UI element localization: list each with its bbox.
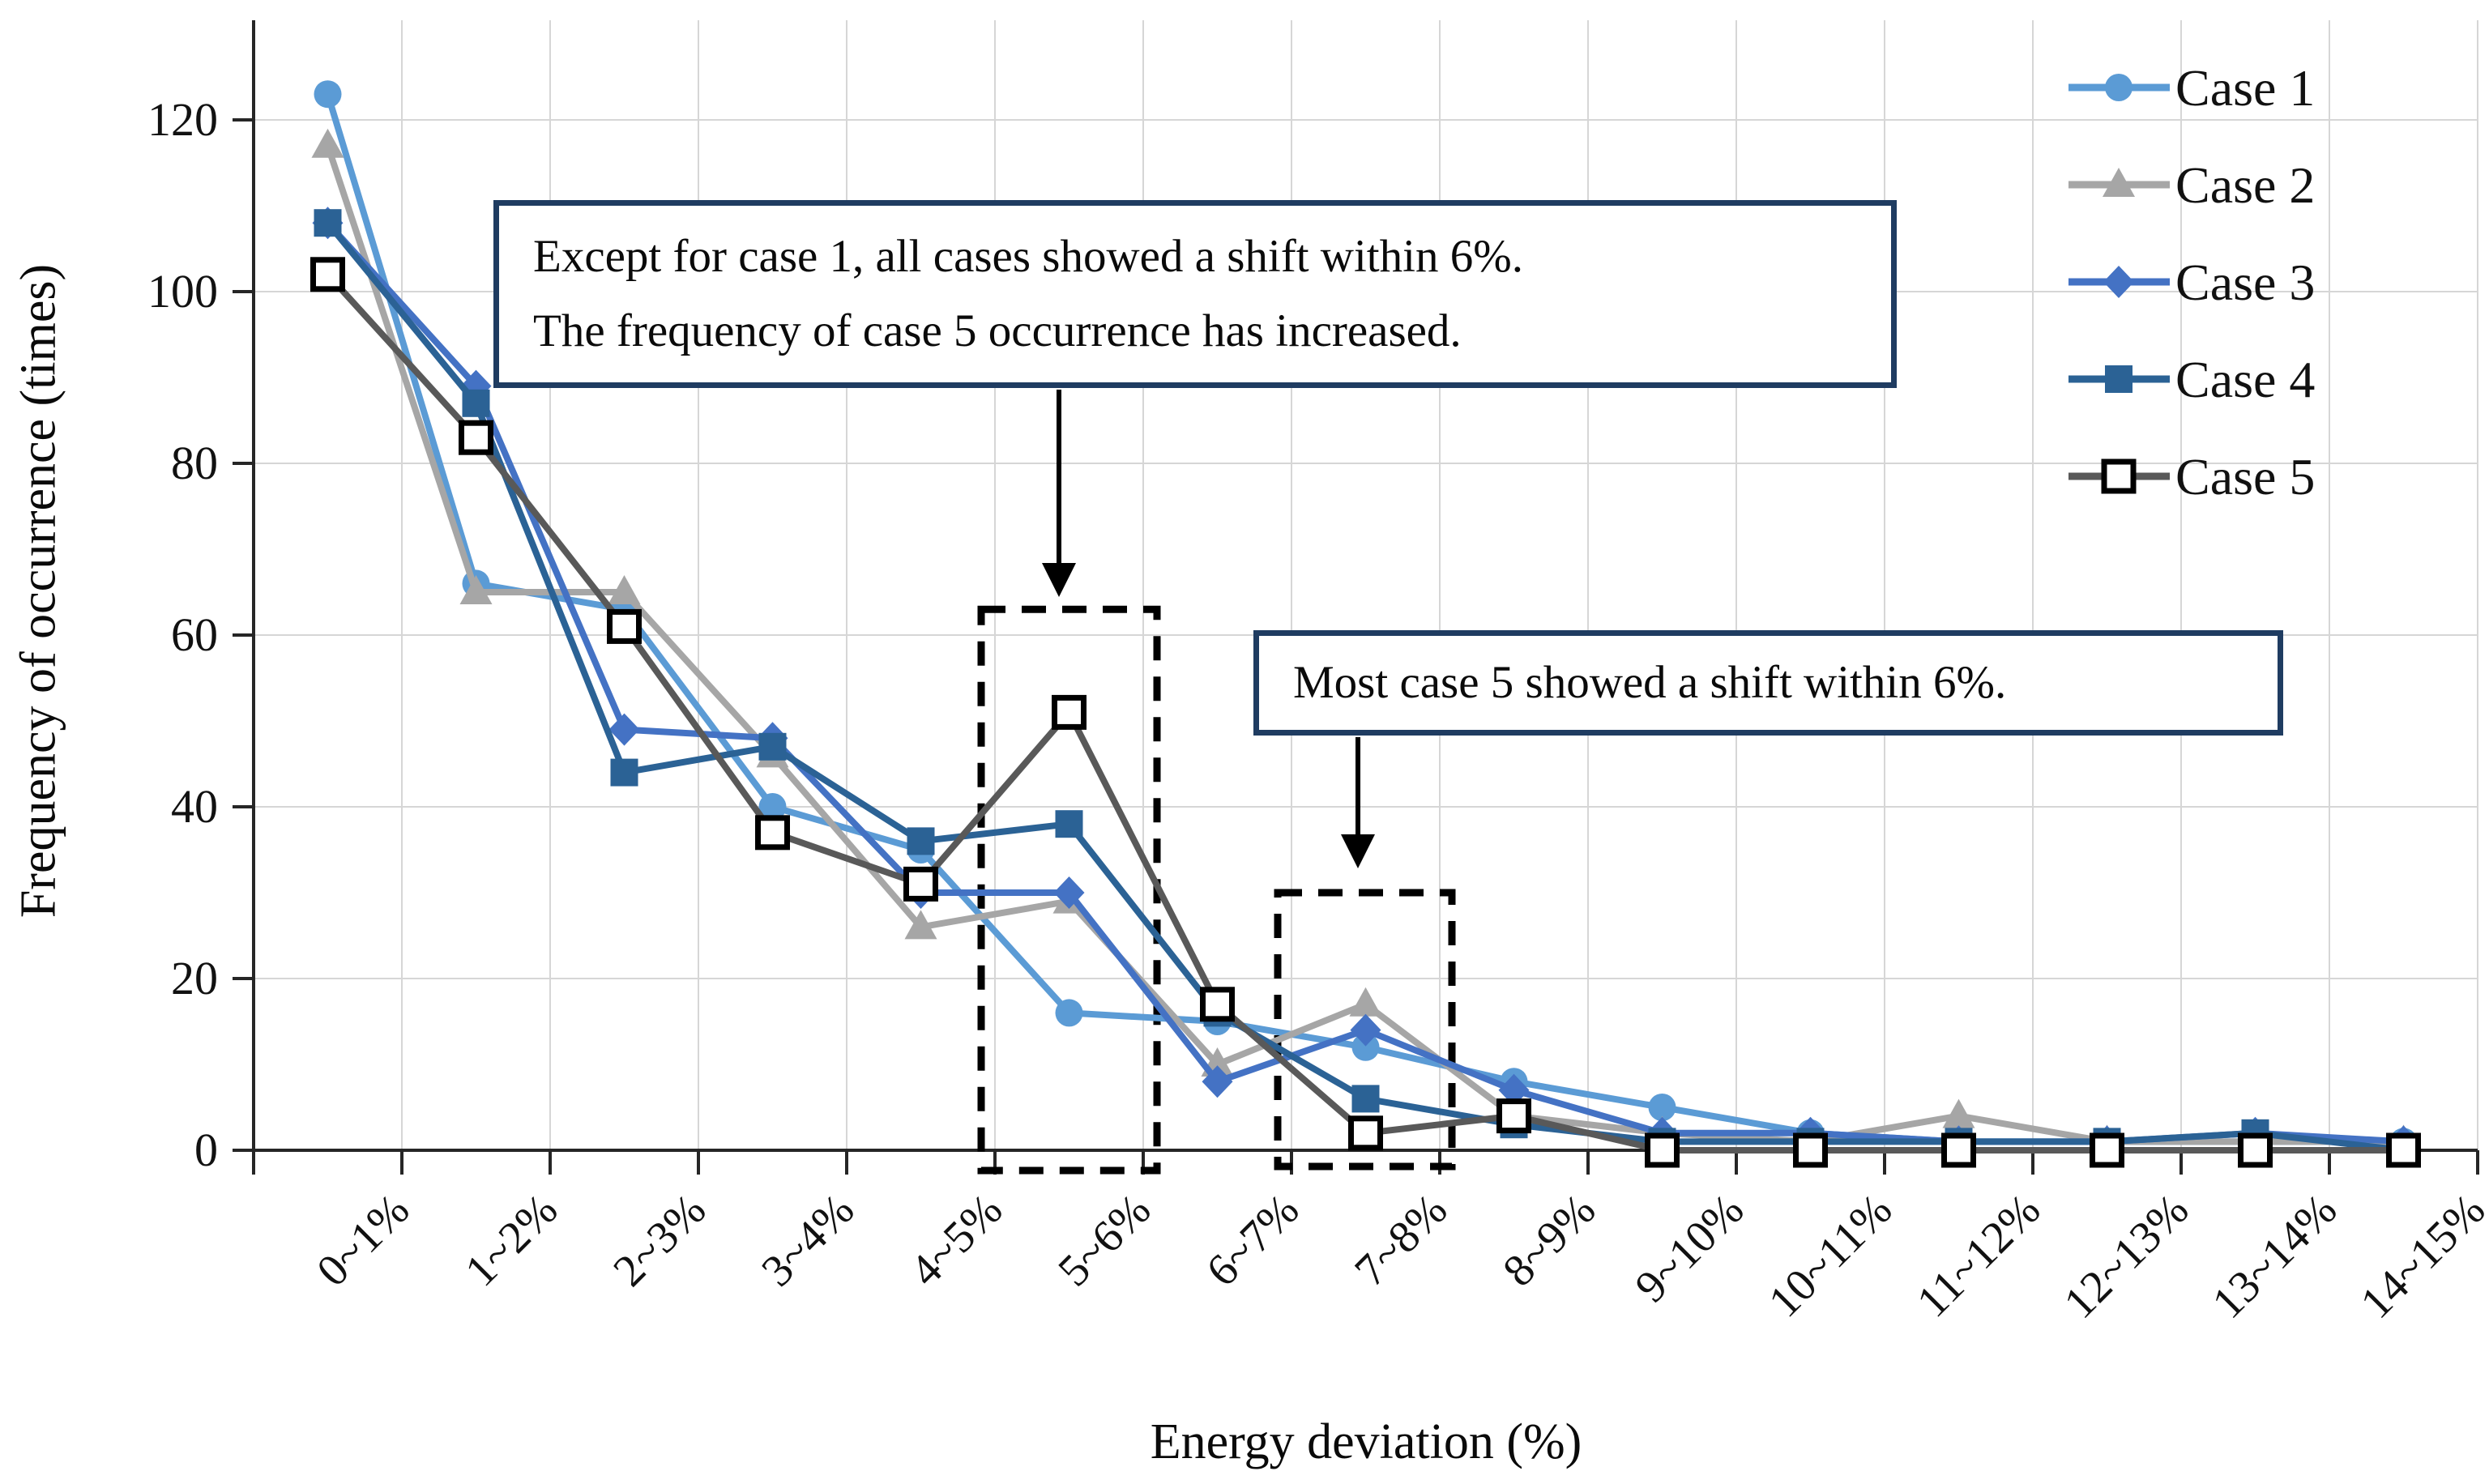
marker	[1348, 1115, 1383, 1151]
marker	[1055, 999, 1083, 1027]
x-tick-label: 10~11%	[1759, 1184, 1902, 1327]
marker	[1793, 1132, 1828, 1168]
marker	[1351, 1033, 1380, 1061]
marker	[310, 257, 345, 292]
x-tick-label: 12~13%	[2055, 1184, 2198, 1328]
marker	[311, 128, 344, 158]
x-tick-label: 9~10%	[1626, 1184, 1754, 1312]
marker	[904, 910, 937, 940]
legend: Case 1 Case 2 Case 3 Case 4 Case 5	[2068, 59, 2315, 505]
legend-item-case-3: Case 3	[2068, 254, 2315, 311]
legend-item-case-5: Case 5	[2068, 448, 2315, 505]
annotation-arrows	[1042, 390, 1375, 868]
y-tick-label: 20	[171, 952, 218, 1004]
x-tick-label: 5~6%	[1048, 1184, 1160, 1296]
marker	[314, 209, 342, 237]
y-tick-label: 0	[194, 1124, 218, 1176]
dashed-highlight-box	[1274, 889, 1456, 1171]
gridlines	[254, 20, 2478, 1150]
marker	[2103, 266, 2134, 298]
marker	[1942, 1098, 1975, 1128]
x-tick-label: 14~15%	[2351, 1184, 2489, 1328]
marker	[610, 758, 638, 787]
marker	[2105, 74, 2133, 101]
marker	[2386, 1132, 2421, 1168]
series-case-5	[310, 257, 2421, 1168]
marker	[1055, 810, 1083, 838]
marker	[2101, 458, 2137, 494]
arrow-head	[1341, 834, 1375, 868]
marker	[1496, 1098, 1531, 1134]
legend-item-case-4: Case 4	[2068, 351, 2315, 408]
x-tick-label: 6~7%	[1197, 1184, 1309, 1296]
x-tick-label: 3~4%	[752, 1184, 864, 1296]
x-tick-label: 4~5%	[900, 1184, 1012, 1296]
annotation-box-shift-within-6pct: Except for case 1, all cases showed a sh…	[493, 200, 1897, 388]
marker	[1498, 1073, 1530, 1107]
marker	[459, 575, 493, 604]
legend-label: Case 5	[2175, 448, 2315, 505]
arrow-head	[1042, 563, 1076, 597]
marker	[1052, 694, 1087, 730]
marker	[903, 866, 938, 902]
x-tick-label: 1~2%	[455, 1184, 567, 1296]
marker	[462, 389, 490, 417]
marker	[2103, 168, 2135, 197]
marker	[459, 420, 493, 455]
marker	[608, 575, 641, 604]
legend-label: Case 3	[2175, 254, 2315, 311]
annotation-box-most-case5: Most case 5 showed a shift within 6%.	[1253, 630, 2283, 736]
marker	[2090, 1132, 2124, 1168]
marker	[1349, 987, 1382, 1017]
x-tick-label: 7~8%	[1345, 1184, 1457, 1296]
legend-item-case-1: Case 1	[2068, 59, 2315, 117]
marker	[1350, 1013, 1381, 1047]
marker	[907, 827, 935, 855]
x-tick-label: 2~3%	[604, 1184, 715, 1296]
marker	[755, 815, 790, 851]
marker	[1645, 1132, 1680, 1168]
marker	[758, 732, 787, 761]
marker	[1053, 876, 1085, 909]
marker	[1351, 1085, 1380, 1113]
y-tick-label: 80	[171, 437, 218, 489]
legend-item-case-2: Case 2	[2068, 156, 2315, 214]
y-axis-title: Frequency of occurrence (times)	[11, 263, 66, 919]
y-tick-label: 40	[171, 780, 218, 833]
x-tick-label: 0~1%	[307, 1184, 419, 1296]
marker	[1200, 987, 1235, 1022]
legend-label: Case 4	[2175, 351, 2315, 408]
marker	[1202, 1065, 1233, 1098]
marker	[1941, 1132, 1976, 1168]
legend-label: Case 2	[2175, 156, 2315, 214]
y-tick-label: 60	[171, 608, 218, 661]
y-tick-label: 120	[147, 93, 218, 146]
marker	[608, 713, 640, 746]
marker	[607, 608, 642, 644]
x-tick-label: 11~12%	[1907, 1184, 2050, 1327]
marker	[314, 80, 342, 109]
x-tick-label: 8~9%	[1493, 1184, 1605, 1296]
x-axis-title: Energy deviation (%)	[1150, 1414, 1582, 1469]
x-tick-label: 13~14%	[2203, 1184, 2346, 1328]
legend-label: Case 1	[2175, 59, 2315, 117]
marker	[758, 793, 787, 821]
marker	[2105, 365, 2133, 393]
marker	[2238, 1132, 2273, 1168]
y-tick-label: 100	[147, 265, 218, 318]
marker	[1648, 1094, 1676, 1121]
